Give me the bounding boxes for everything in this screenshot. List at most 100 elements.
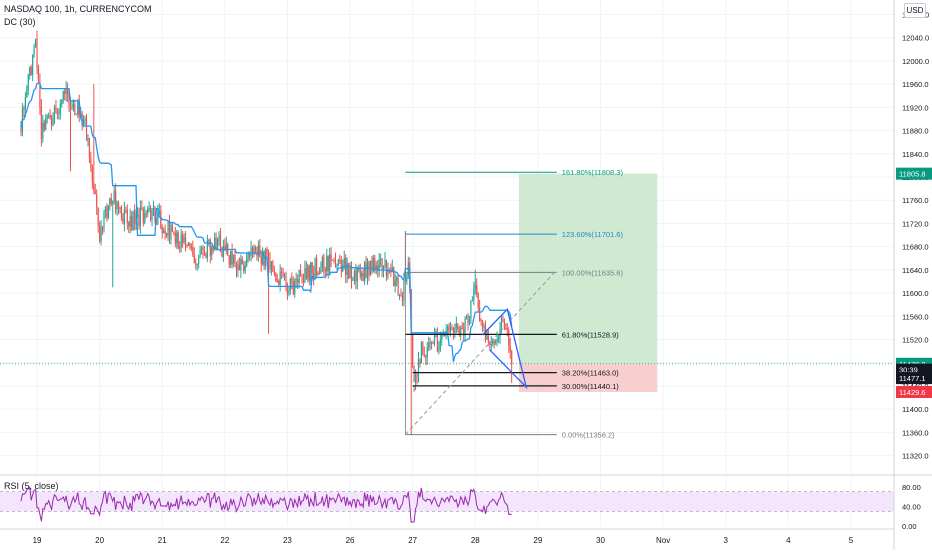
candle-body xyxy=(318,273,321,275)
candle-body xyxy=(251,247,254,255)
candle-body xyxy=(33,46,35,55)
time-tick-label: 5 xyxy=(849,536,854,545)
candle-body xyxy=(391,267,393,273)
candle-body xyxy=(141,207,143,210)
candle-body xyxy=(329,254,331,272)
candle-body xyxy=(222,246,224,258)
candle-body xyxy=(168,221,171,240)
time-tick-label: 21 xyxy=(158,536,167,545)
candle-body xyxy=(142,209,144,223)
price-tag-label: 11429.6 xyxy=(899,388,926,397)
candle-body xyxy=(112,201,114,204)
candle-body xyxy=(447,326,449,331)
candle-body xyxy=(198,256,200,264)
candle-body xyxy=(377,265,379,271)
candle-body xyxy=(275,273,277,281)
candle-body xyxy=(310,262,312,281)
candle-body xyxy=(23,107,25,110)
candle-body xyxy=(385,260,388,277)
candle-body xyxy=(451,327,453,329)
candle-body xyxy=(147,208,149,214)
candle-body xyxy=(50,118,53,126)
candle-body xyxy=(282,271,284,276)
candle-body xyxy=(203,250,206,255)
candle-body xyxy=(131,216,133,230)
candle-body xyxy=(234,254,236,262)
candle-body xyxy=(37,68,40,82)
price-tick-label: 11600.0 xyxy=(902,289,929,298)
candle-body xyxy=(193,254,195,263)
candle-body xyxy=(97,207,99,226)
candle-body xyxy=(200,247,203,251)
rsi-label: RSI (5, close) xyxy=(4,481,59,491)
candle-body xyxy=(314,258,316,279)
time-tick-label: 30 xyxy=(596,536,605,545)
candle-body xyxy=(52,117,54,126)
candle-body xyxy=(32,54,34,76)
candle-body xyxy=(413,365,415,383)
candle-body xyxy=(276,280,278,282)
candle-body xyxy=(394,281,396,286)
candle-body xyxy=(254,246,257,254)
candle-body xyxy=(455,323,457,328)
candle-body xyxy=(471,299,473,301)
candle-body xyxy=(301,275,303,279)
candle-body xyxy=(206,240,208,258)
candle-body xyxy=(155,220,158,223)
candle-body xyxy=(307,265,309,279)
candle-body xyxy=(426,347,428,358)
candle-body xyxy=(313,273,315,279)
candle-body xyxy=(436,333,439,351)
candle-body xyxy=(438,349,440,351)
candle-body xyxy=(321,256,323,268)
candle-body xyxy=(247,253,249,259)
candle-body xyxy=(285,275,287,284)
candle-body xyxy=(496,338,498,341)
candle-body xyxy=(246,258,248,267)
candle-body xyxy=(75,113,77,115)
candle-body xyxy=(154,206,156,221)
candle-body xyxy=(174,233,176,244)
candle-body xyxy=(317,273,319,276)
candle-body xyxy=(267,253,270,260)
candle-body xyxy=(366,260,369,278)
candle-body xyxy=(138,214,140,227)
candle-body xyxy=(342,265,344,272)
price-tick-label: 11400.0 xyxy=(902,405,929,414)
candle-body xyxy=(464,318,466,336)
candle-body xyxy=(334,260,337,267)
candle-body xyxy=(56,112,58,115)
candle-body xyxy=(158,211,160,213)
candle-body xyxy=(497,337,500,339)
candle-body xyxy=(503,320,505,329)
currency-button[interactable]: USD xyxy=(904,3,926,18)
candle-body xyxy=(323,256,325,270)
time-tick-label: Nov xyxy=(656,536,670,545)
drawings-layer[interactable]: 161.80%(11808.3) 123.60%(11701.6) 100.00%(… xyxy=(0,168,894,440)
candle-body xyxy=(113,190,115,202)
candle-body xyxy=(506,328,508,330)
rsi-tick-label: 80.00 xyxy=(902,483,921,492)
candle-body xyxy=(326,255,328,272)
candle-body xyxy=(87,138,89,141)
candle-body xyxy=(148,208,150,210)
candle-body xyxy=(423,354,425,357)
candle-body xyxy=(398,294,401,296)
candle-body xyxy=(144,213,146,223)
candle-body xyxy=(160,211,162,227)
price-tick-label: 11320.0 xyxy=(902,452,929,461)
candles-layer xyxy=(20,30,513,435)
price-tag-box xyxy=(896,385,932,398)
candle-body xyxy=(490,344,492,346)
candle-body xyxy=(30,66,32,76)
price-tick-label: 11920.0 xyxy=(902,103,929,112)
candle-body xyxy=(129,216,131,227)
candle-body xyxy=(116,202,118,210)
candle-body xyxy=(208,240,210,242)
candle-body xyxy=(279,271,281,285)
candle-body xyxy=(449,327,452,333)
candle-body xyxy=(448,326,450,333)
price-tag-label: 11477.1 xyxy=(899,374,926,383)
